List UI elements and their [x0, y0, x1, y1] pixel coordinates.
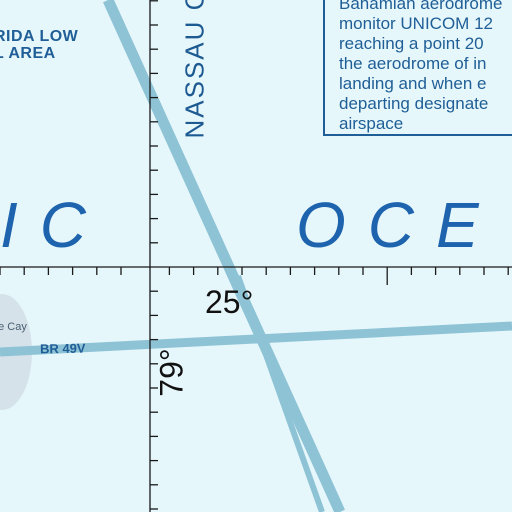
area-label: RIDA LOW L AREA [0, 28, 78, 62]
place-label: ge Cay [0, 321, 27, 333]
airspace-note-box: Bahamian aerodrome monitor UNICOM 12 rea… [323, 0, 512, 136]
boundary-label: NASSAU C [179, 0, 210, 139]
note-line: airspace [339, 114, 404, 133]
longitude-label: 79° [153, 348, 190, 397]
note-line: departing designate [339, 94, 489, 113]
note-line: landing and when e [339, 74, 487, 93]
airway-line-br49v [0, 321, 512, 357]
note-line: reaching a point 20 [339, 34, 484, 53]
airway-line-diagonal-2 [235, 274, 325, 512]
ocean-label-left: IC [0, 189, 108, 261]
ocean-label-right: OCE [296, 189, 501, 261]
latitude-label: 25° [205, 284, 254, 320]
area-label-line-2: L AREA [0, 45, 56, 62]
area-label-line-1: RIDA LOW [0, 28, 79, 45]
note-line: Bahamian aerodrome [339, 0, 503, 13]
airway-line-diagonal-1 [102, 0, 346, 512]
note-line: monitor UNICOM 12 [339, 14, 493, 33]
note-line: the aerodrome of in [339, 54, 487, 73]
route-label: BR 49V [39, 340, 86, 357]
